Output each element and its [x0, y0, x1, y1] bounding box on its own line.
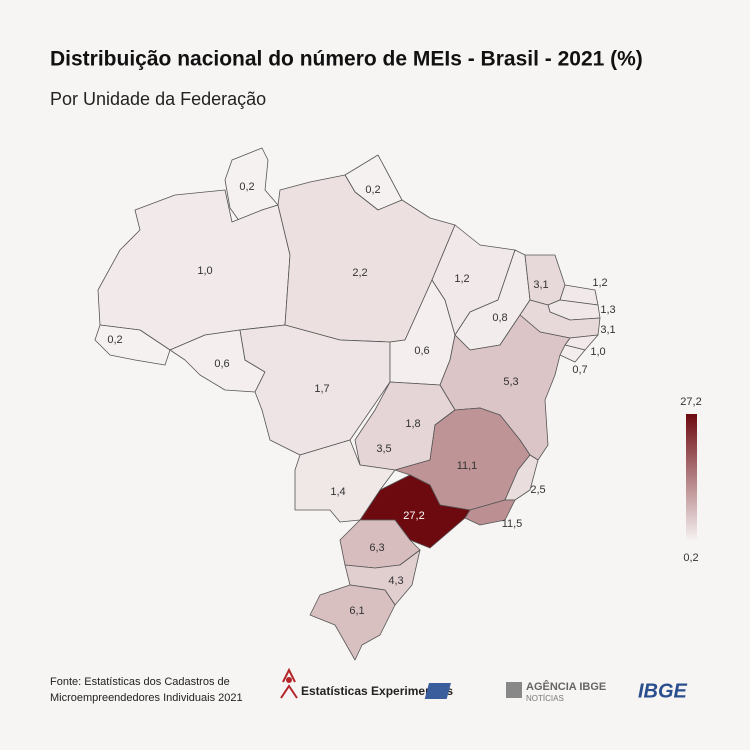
region	[97, 189, 291, 351]
map: 0,2 0,2 1,0 2,2 0,2 0,6 1,7 0,6 1,2 0,8 3,1 1,2 1,3 3…	[94, 147, 616, 661]
value-label: 1,4	[330, 486, 345, 498]
logo-text: Estatísticas Experimentais	[301, 684, 453, 698]
value-label: 3,1	[533, 279, 548, 291]
value-label: 1,3	[600, 304, 615, 316]
value-label: 5,3	[503, 376, 518, 388]
colorbar-label: 27,2	[680, 396, 701, 408]
value-label: 3,5	[376, 443, 391, 455]
value-label: 1,0	[590, 346, 605, 358]
chart-title: Distribuição nacional do número de MEIs …	[50, 48, 643, 71]
value-label: 6,1	[349, 605, 364, 617]
value-label: 3,1	[600, 324, 615, 336]
value-label: 1,2	[454, 273, 469, 285]
value-label: 0,6	[414, 345, 429, 357]
logo-icon	[506, 682, 522, 698]
value-label: 0,8	[492, 312, 507, 324]
value-label: 1,0	[197, 265, 212, 277]
value-label: 6,3	[369, 542, 384, 554]
logo-icon	[424, 683, 451, 699]
value-label: 1,2	[592, 277, 607, 289]
logo-text: AGÊNCIA IBGE	[526, 680, 606, 693]
logo-text: IBGE	[638, 680, 688, 702]
value-label: 0,2	[239, 181, 254, 193]
colorbar-label: 0,2	[683, 552, 698, 564]
value-label: 1,8	[405, 418, 420, 430]
logo-text: NOTÍCIAS	[526, 694, 564, 703]
logo-icon	[280, 667, 298, 699]
value-label: 4,3	[388, 575, 403, 587]
region	[309, 584, 396, 661]
value-label: 2,2	[352, 267, 367, 279]
value-label: 11,5	[502, 518, 523, 530]
value-label: 1,7	[314, 383, 329, 395]
region	[94, 324, 171, 366]
value-label: 0,7	[572, 364, 587, 376]
value-label: 0,2	[365, 184, 380, 196]
source: Microempreendedores Individuais 2021	[50, 692, 243, 704]
value-label: 11,1	[457, 460, 478, 472]
logo-icon	[286, 677, 292, 683]
chart-subtitle: Por Unidade da Federação	[50, 89, 266, 109]
value-label: 2,5	[530, 484, 545, 496]
value-label: 27,2	[403, 510, 424, 522]
colorbar	[686, 414, 697, 540]
value-label: 0,6	[214, 358, 229, 370]
source: Fonte: Estatísticas dos Cadastros de	[50, 676, 230, 688]
value-label: 0,2	[107, 334, 122, 346]
